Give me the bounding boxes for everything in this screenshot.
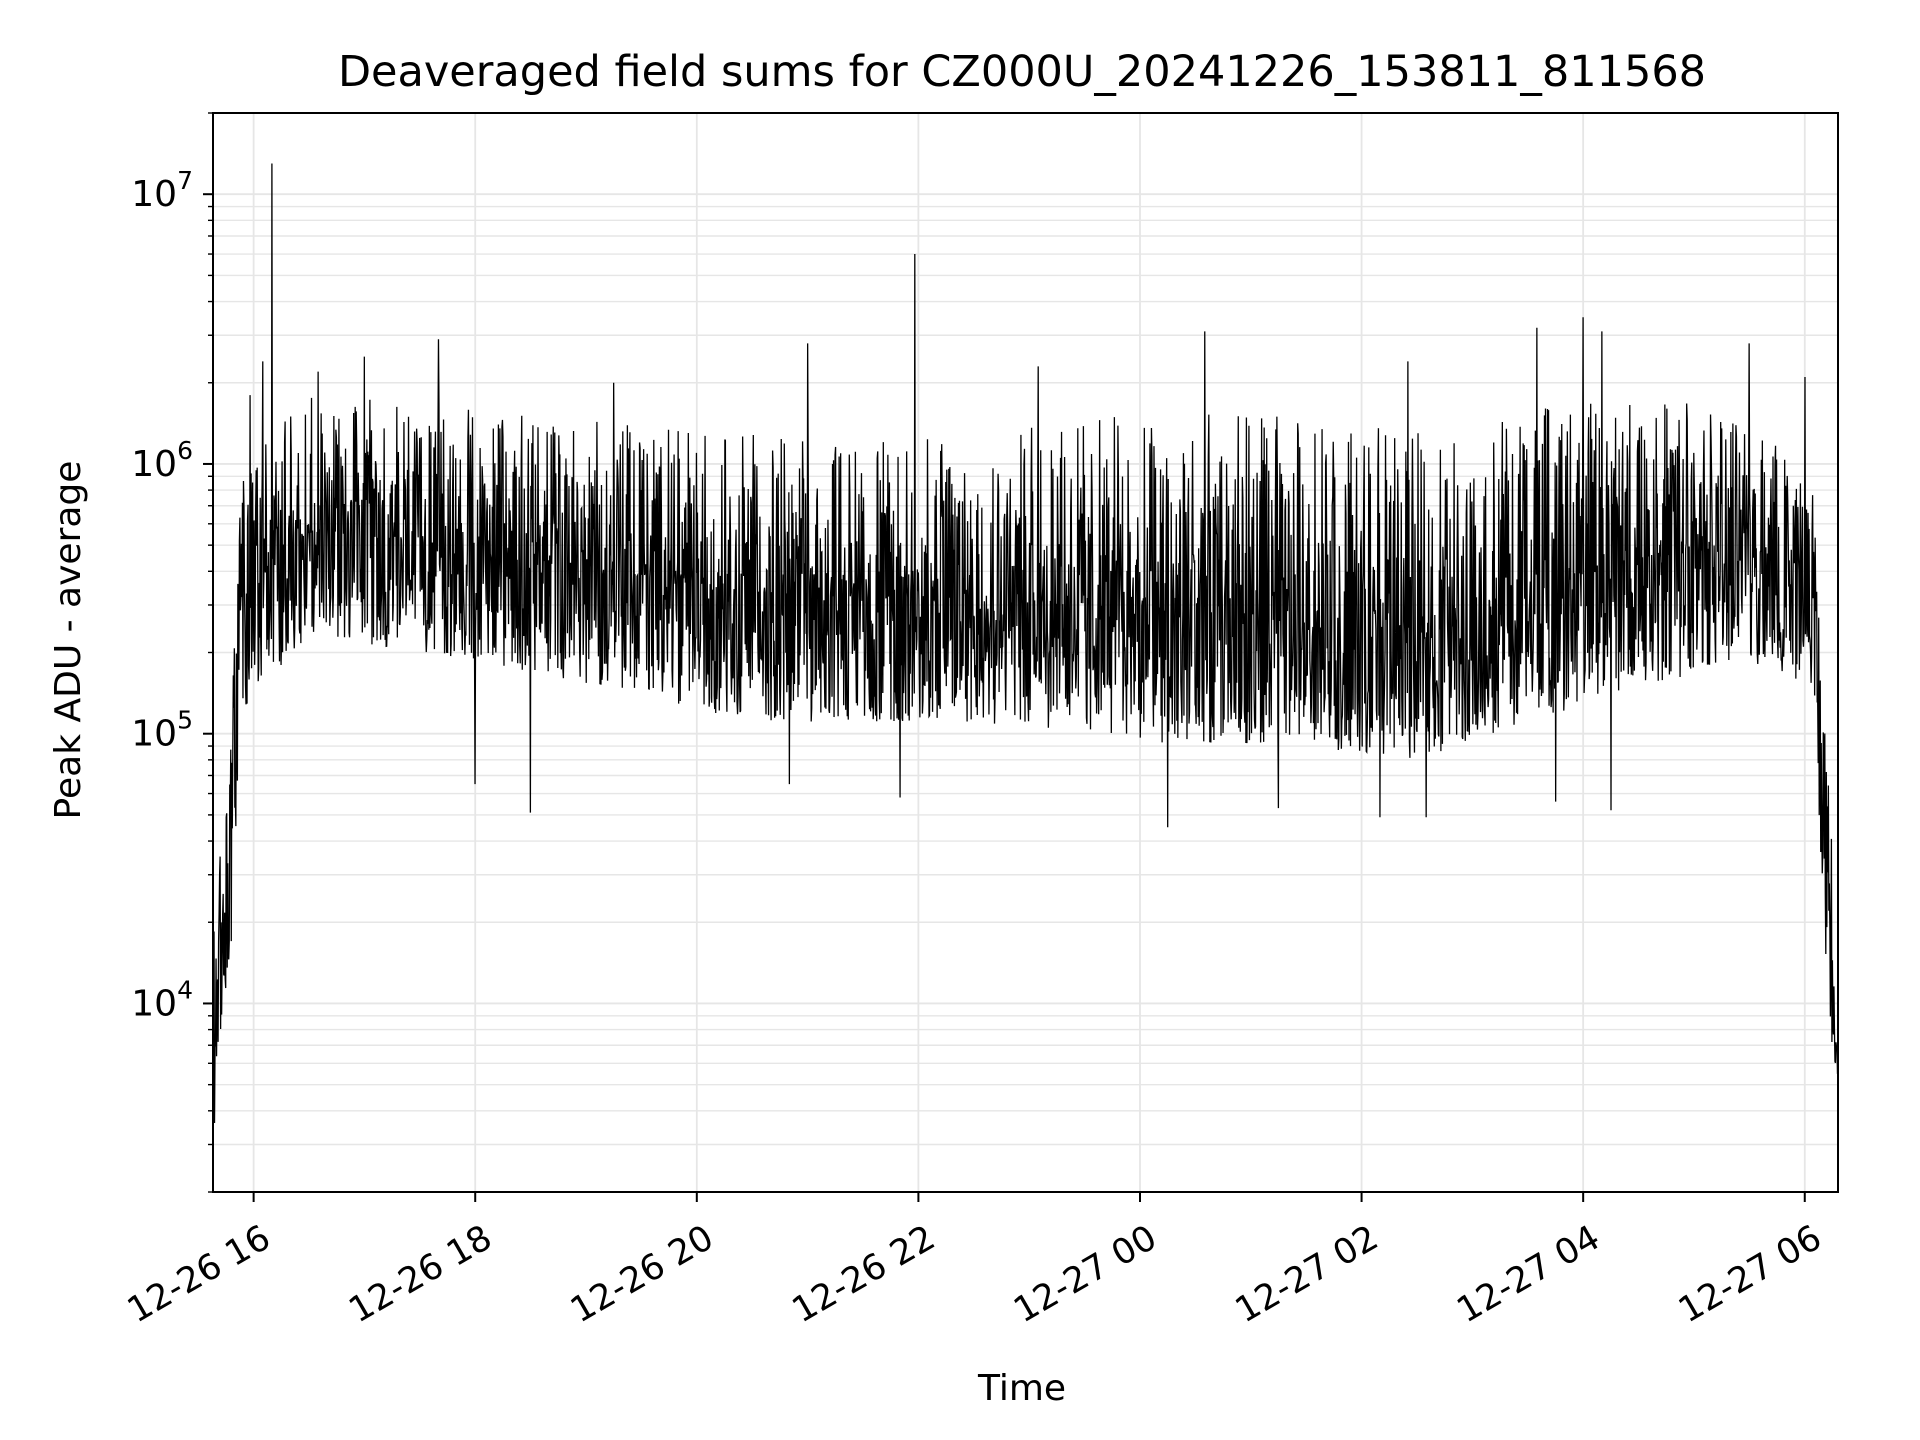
plot-area bbox=[212, 163, 1839, 1124]
y-tick-label: 106 bbox=[131, 436, 193, 485]
y-tick-base: 10 bbox=[131, 714, 177, 755]
y-tick-exponent: 4 bbox=[177, 975, 193, 1004]
chart-title: Deaveraged field sums for CZ000U_2024122… bbox=[338, 47, 1706, 97]
y-tick-label: 105 bbox=[131, 706, 193, 755]
x-axis-label: Time bbox=[977, 1368, 1066, 1409]
y-tick-exponent: 7 bbox=[177, 166, 193, 195]
series-line bbox=[212, 163, 1839, 1124]
y-tick-base: 10 bbox=[131, 983, 177, 1024]
y-axis-label: Peak ADU - average bbox=[48, 461, 89, 820]
y-tick-exponent: 6 bbox=[177, 436, 193, 465]
y-tick-base: 10 bbox=[131, 174, 177, 215]
y-tick-label: 104 bbox=[131, 975, 193, 1024]
y-tick-base: 10 bbox=[131, 444, 177, 485]
y-tick-exponent: 5 bbox=[177, 706, 193, 735]
y-tick-label: 107 bbox=[131, 166, 193, 215]
